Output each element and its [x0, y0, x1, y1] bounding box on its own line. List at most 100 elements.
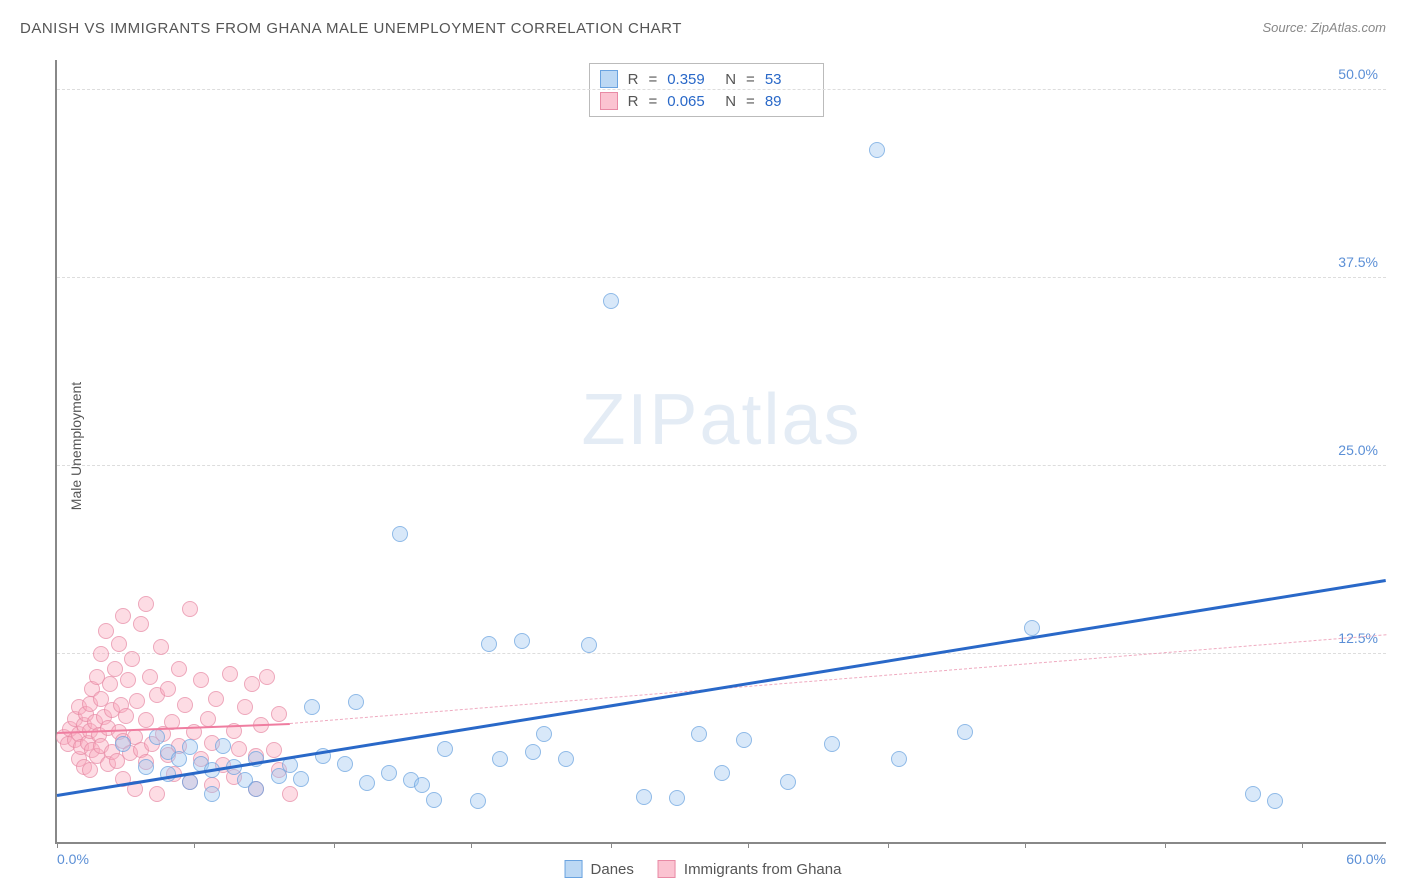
- x-tick: [1025, 842, 1026, 848]
- scatter-point: [1267, 793, 1283, 809]
- x-tick: [1165, 842, 1166, 848]
- scatter-point: [381, 765, 397, 781]
- stats-row-danes: R = 0.359 N = 53: [600, 68, 813, 90]
- scatter-point: [957, 724, 973, 740]
- scatter-chart: ZIPatlas R = 0.359 N = 53 R = 0.065 N = …: [55, 60, 1386, 844]
- x-tick: [57, 842, 58, 848]
- scatter-point: [869, 142, 885, 158]
- gridline: [57, 653, 1386, 654]
- scatter-point: [603, 293, 619, 309]
- scatter-point: [271, 706, 287, 722]
- scatter-point: [200, 711, 216, 727]
- swatch-danes: [600, 70, 618, 88]
- legend-item-ghana: Immigrants from Ghana: [658, 860, 842, 878]
- scatter-point: [222, 666, 238, 682]
- eq: =: [648, 93, 657, 110]
- scatter-point: [231, 741, 247, 757]
- scatter-point: [437, 741, 453, 757]
- scatter-point: [138, 759, 154, 775]
- y-tick-label: 50.0%: [1338, 66, 1378, 82]
- n-value-ghana: 89: [765, 93, 813, 110]
- scatter-point: [149, 729, 165, 745]
- y-tick-label: 25.0%: [1338, 442, 1378, 458]
- watermark-zip: ZIP: [581, 380, 699, 460]
- gridline: [57, 465, 1386, 466]
- scatter-point: [177, 697, 193, 713]
- scatter-point: [293, 771, 309, 787]
- scatter-point: [129, 693, 145, 709]
- gridline: [57, 89, 1386, 90]
- scatter-point: [558, 751, 574, 767]
- scatter-point: [98, 623, 114, 639]
- bottom-legend: Danes Immigrants from Ghana: [565, 860, 842, 878]
- scatter-point: [138, 712, 154, 728]
- scatter-point: [115, 736, 131, 752]
- scatter-point: [133, 616, 149, 632]
- scatter-point: [669, 790, 685, 806]
- r-value-ghana: 0.065: [667, 93, 715, 110]
- legend-item-danes: Danes: [565, 860, 634, 878]
- source-attribution: Source: ZipAtlas.com: [1262, 20, 1386, 35]
- n-label: N: [725, 71, 736, 88]
- scatter-point: [138, 596, 154, 612]
- scatter-point: [208, 691, 224, 707]
- scatter-point: [891, 751, 907, 767]
- x-tick: [748, 842, 749, 848]
- watermark: ZIPatlas: [581, 379, 861, 461]
- scatter-point: [304, 699, 320, 715]
- scatter-point: [581, 637, 597, 653]
- scatter-point: [282, 786, 298, 802]
- eq: =: [746, 71, 755, 88]
- scatter-point: [691, 726, 707, 742]
- scatter-point: [149, 786, 165, 802]
- scatter-point: [266, 742, 282, 758]
- scatter-point: [1245, 786, 1261, 802]
- scatter-point: [93, 646, 109, 662]
- watermark-atlas: atlas: [699, 380, 861, 460]
- stats-row-ghana: R = 0.065 N = 89: [600, 90, 813, 112]
- x-tick: [1302, 842, 1303, 848]
- scatter-point: [337, 756, 353, 772]
- scatter-point: [514, 633, 530, 649]
- scatter-point: [636, 789, 652, 805]
- scatter-point: [780, 774, 796, 790]
- scatter-point: [470, 793, 486, 809]
- scatter-point: [348, 694, 364, 710]
- scatter-point: [160, 681, 176, 697]
- scatter-point: [714, 765, 730, 781]
- chart-title: DANISH VS IMMIGRANTS FROM GHANA MALE UNE…: [20, 20, 682, 37]
- header: DANISH VS IMMIGRANTS FROM GHANA MALE UNE…: [20, 20, 1386, 37]
- scatter-point: [204, 786, 220, 802]
- scatter-point: [120, 672, 136, 688]
- scatter-point: [1024, 620, 1040, 636]
- scatter-point: [414, 777, 430, 793]
- scatter-point: [824, 736, 840, 752]
- scatter-point: [359, 775, 375, 791]
- scatter-point: [171, 661, 187, 677]
- x-tick: [334, 842, 335, 848]
- y-tick-label: 37.5%: [1338, 254, 1378, 270]
- scatter-point: [481, 636, 497, 652]
- swatch-danes: [565, 860, 583, 878]
- scatter-point: [244, 676, 260, 692]
- x-tick: [888, 842, 889, 848]
- x-tick: [471, 842, 472, 848]
- swatch-ghana: [658, 860, 676, 878]
- x-tick-label-max: 60.0%: [1346, 851, 1386, 867]
- scatter-point: [142, 669, 158, 685]
- r-label: R: [628, 71, 639, 88]
- x-tick: [611, 842, 612, 848]
- n-label: N: [725, 93, 736, 110]
- eq: =: [648, 71, 657, 88]
- gridline: [57, 277, 1386, 278]
- scatter-point: [392, 526, 408, 542]
- scatter-point: [492, 751, 508, 767]
- x-tick: [194, 842, 195, 848]
- scatter-point: [525, 744, 541, 760]
- scatter-point: [215, 738, 231, 754]
- legend-label-danes: Danes: [591, 861, 634, 878]
- scatter-point: [102, 676, 118, 692]
- scatter-point: [118, 708, 134, 724]
- legend-label-ghana: Immigrants from Ghana: [684, 861, 842, 878]
- scatter-point: [111, 636, 127, 652]
